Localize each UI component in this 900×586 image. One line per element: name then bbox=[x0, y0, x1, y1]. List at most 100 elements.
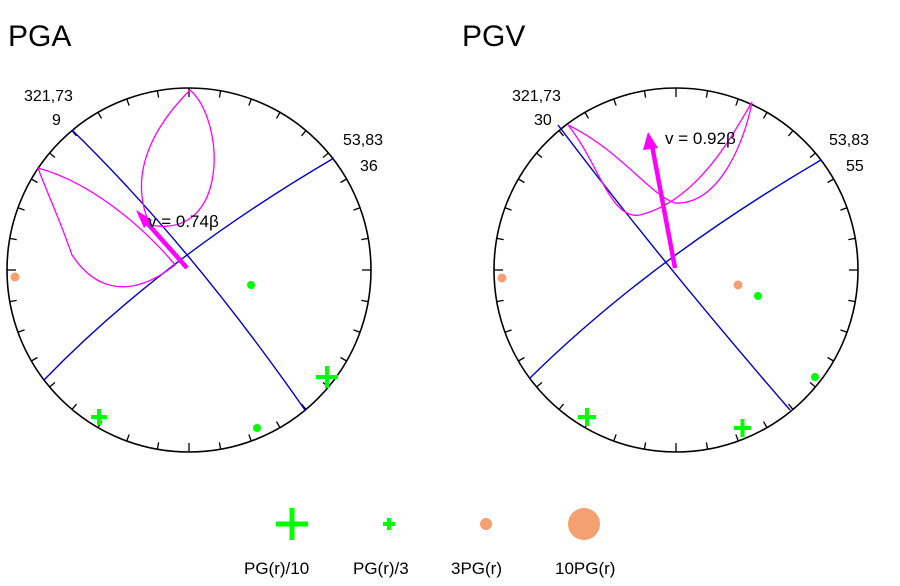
legend-large-circle-icon bbox=[568, 508, 600, 540]
plane-2-value: 55 bbox=[846, 158, 864, 175]
tick-mark bbox=[613, 98, 617, 106]
tick-mark bbox=[248, 434, 252, 442]
tick-mark bbox=[504, 207, 512, 211]
plane-1-strike-dip: 321,73 bbox=[512, 88, 561, 105]
tick-mark bbox=[827, 178, 834, 184]
tick-mark bbox=[340, 178, 347, 184]
station-cross-small bbox=[734, 419, 751, 437]
tick-mark bbox=[9, 299, 17, 303]
plane-1-value: 9 bbox=[52, 112, 61, 129]
tick-mark bbox=[762, 421, 768, 428]
legend-small-circle-icon bbox=[480, 518, 492, 530]
tick-mark bbox=[558, 403, 565, 410]
tick-mark bbox=[787, 130, 794, 137]
tick-mark bbox=[340, 356, 347, 362]
tick-mark bbox=[156, 442, 160, 450]
tick-mark bbox=[536, 381, 543, 388]
legend-label: 10PG(r) bbox=[555, 559, 615, 578]
station-cross-small bbox=[91, 409, 107, 425]
tick-mark bbox=[17, 207, 25, 211]
station-dot-green bbox=[754, 292, 762, 300]
tick-mark bbox=[300, 130, 307, 137]
tick-mark bbox=[71, 403, 78, 410]
tick-mark bbox=[9, 237, 17, 241]
tick-mark bbox=[49, 381, 56, 388]
rupture-locus-1 bbox=[567, 101, 753, 216]
panel-pga: PGA v = 0.74β 321,73 9 53,83 36 bbox=[6, 20, 383, 453]
tick-mark bbox=[353, 329, 361, 333]
plane-1-strike-dip: 321,73 bbox=[24, 88, 73, 105]
legend: PG(r)/10 PG(r)/3 3PG(r) 10PG(r) bbox=[244, 508, 615, 578]
rupture-locus-2 bbox=[567, 101, 753, 204]
tick-mark bbox=[762, 112, 768, 119]
tick-mark bbox=[322, 152, 329, 159]
station-dot-orange bbox=[497, 273, 507, 283]
legend-small-cross-icon bbox=[383, 518, 395, 530]
plane-2-value: 36 bbox=[360, 158, 378, 175]
plane-1-value: 30 bbox=[534, 112, 552, 129]
tick-mark bbox=[735, 434, 739, 442]
tick-mark bbox=[156, 90, 160, 98]
tick-mark bbox=[361, 237, 369, 241]
tick-mark bbox=[31, 356, 38, 362]
tick-mark bbox=[353, 207, 361, 211]
rupture-locus-2 bbox=[36, 167, 176, 288]
stereonet-ticks bbox=[7, 88, 371, 452]
tick-mark bbox=[31, 178, 38, 184]
tick-mark bbox=[735, 98, 739, 106]
tick-mark bbox=[827, 356, 834, 362]
panel-title: PGA bbox=[8, 20, 71, 53]
tick-mark bbox=[248, 98, 252, 106]
plane-2-strike-dip: 53,83 bbox=[343, 132, 383, 149]
velocity-label: v = 0.74β bbox=[148, 212, 219, 231]
arrow-head bbox=[643, 132, 658, 150]
tick-mark bbox=[496, 299, 504, 303]
tick-mark bbox=[643, 442, 647, 450]
tick-mark bbox=[218, 90, 222, 98]
fault-plane-1 bbox=[71, 129, 306, 411]
tick-mark bbox=[643, 90, 647, 98]
rupture-velocity-arrow bbox=[648, 139, 678, 269]
legend-label: PG(r)/10 bbox=[244, 559, 309, 578]
station-dot-green bbox=[811, 373, 819, 381]
station-dot-green bbox=[247, 281, 255, 289]
stereonet-outline bbox=[6, 87, 372, 453]
fault-plane-1 bbox=[557, 124, 791, 411]
tick-mark bbox=[218, 442, 222, 450]
legend-label: 3PG(r) bbox=[451, 559, 502, 578]
station-cross-small bbox=[578, 408, 596, 426]
velocity-label: v = 0.92β bbox=[665, 129, 736, 148]
panel-title: PGV bbox=[462, 20, 525, 53]
station-dot-orange bbox=[733, 280, 743, 290]
tick-mark bbox=[613, 434, 617, 442]
tick-mark bbox=[584, 112, 590, 119]
tick-mark bbox=[840, 207, 848, 211]
panel-pgv: PGV v = 0.92β 321,73 30 53,83 55 bbox=[462, 20, 869, 453]
rupture-locus-1 bbox=[140, 89, 215, 227]
tick-mark bbox=[809, 152, 816, 159]
plane-2-strike-dip: 53,83 bbox=[829, 132, 869, 149]
tick-mark bbox=[496, 237, 504, 241]
tick-mark bbox=[840, 329, 848, 333]
tick-mark bbox=[275, 112, 281, 119]
tick-mark bbox=[705, 90, 709, 98]
legend-large-cross-icon bbox=[276, 508, 308, 540]
tick-mark bbox=[518, 178, 525, 184]
tick-mark bbox=[848, 299, 856, 303]
tick-mark bbox=[361, 299, 369, 303]
arrow-head bbox=[136, 210, 152, 228]
tick-mark bbox=[787, 403, 794, 410]
tick-mark bbox=[275, 421, 281, 428]
tick-mark bbox=[504, 329, 512, 333]
tick-mark bbox=[126, 434, 130, 442]
tick-mark bbox=[848, 237, 856, 241]
tick-mark bbox=[17, 329, 25, 333]
tick-mark bbox=[126, 98, 130, 106]
tick-mark bbox=[536, 152, 543, 159]
tick-mark bbox=[809, 381, 816, 388]
legend-label: PG(r)/3 bbox=[353, 559, 409, 578]
tick-mark bbox=[49, 152, 56, 159]
station-dot-green bbox=[253, 424, 261, 432]
station-dot-orange bbox=[10, 272, 20, 282]
tick-mark bbox=[558, 130, 565, 137]
